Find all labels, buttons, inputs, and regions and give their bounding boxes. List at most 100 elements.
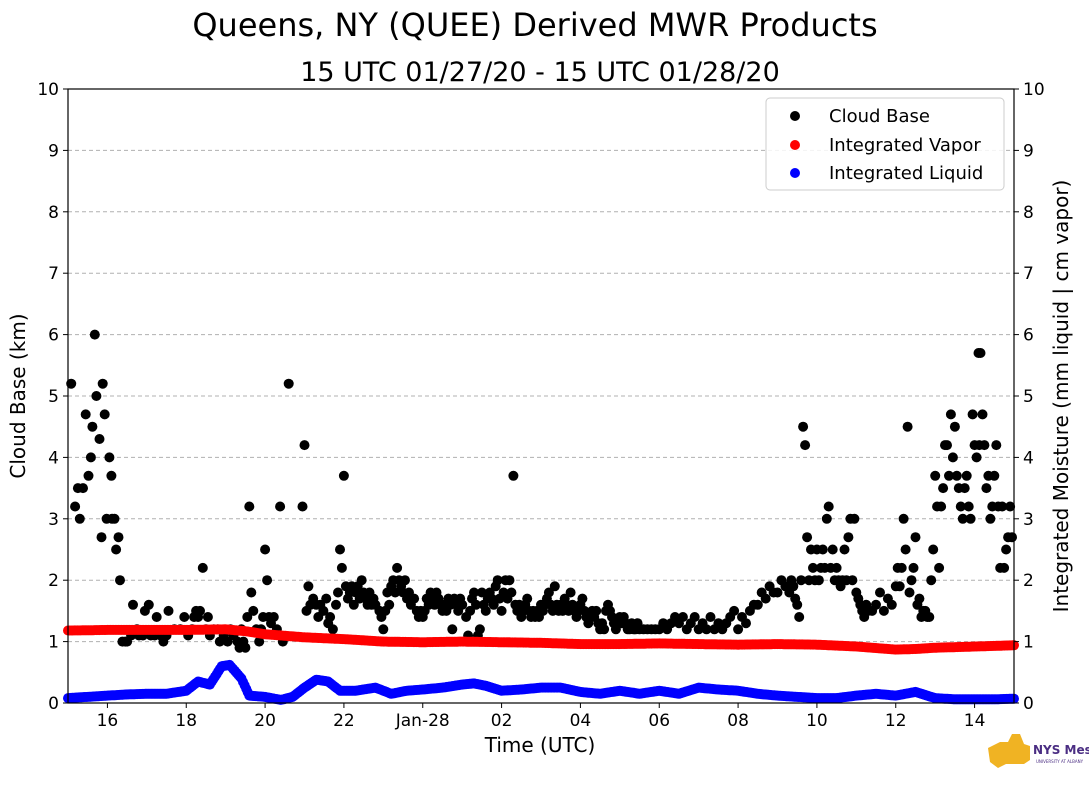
cloud-base-point <box>849 513 860 524</box>
cloud-base-point <box>106 470 117 481</box>
legend-label-integrated-liquid: Integrated Liquid <box>829 163 983 184</box>
cloud-base-point <box>202 612 213 622</box>
legend-label-integrated-vapor: Integrated Vapor <box>829 135 981 156</box>
cloud-base-point <box>471 599 481 610</box>
cloud-base-point <box>577 593 588 604</box>
cloud-base-point <box>817 544 828 555</box>
logo-text: NYS Mesonet <box>1033 743 1089 757</box>
cloud-base-point <box>303 581 314 592</box>
cloud-base-point <box>496 605 507 616</box>
cloud-base-point <box>260 544 271 555</box>
cloud-base-point <box>989 470 1000 481</box>
cloud-base-point <box>977 409 988 420</box>
cloud-base-point <box>896 562 907 573</box>
cloud-base-point <box>262 575 273 586</box>
y-tick-label: 2 <box>48 571 59 591</box>
cloud-base-point <box>1001 544 1012 555</box>
cloud-base-point <box>240 642 251 653</box>
cloud-base-point <box>900 544 911 555</box>
cloud-base-point <box>109 513 120 524</box>
cloud-base-point <box>794 612 805 622</box>
cloud-base-point <box>971 452 982 463</box>
logo-subtext: UNIVERSITY AT ALBANY <box>1036 759 1084 764</box>
cloud-base-point <box>951 470 962 481</box>
cloud-base-point <box>348 599 359 610</box>
y-right-tick-label: 8 <box>1023 203 1034 223</box>
cloud-base-point <box>959 483 970 494</box>
cloud-base-point <box>70 501 81 512</box>
cloud-base-point <box>936 501 947 512</box>
cloud-base-point <box>914 593 925 604</box>
cloud-base-point <box>522 593 533 604</box>
x-tick-label: 18 <box>175 711 197 731</box>
legend: Cloud Base Integrated Vapor Integrated L… <box>765 97 1005 191</box>
cloud-base-point <box>701 624 712 635</box>
cloud-base-point <box>318 605 329 616</box>
x-tick-label: 20 <box>254 711 276 731</box>
cloud-base-point <box>908 562 919 573</box>
cloud-base-point <box>543 587 554 598</box>
cloud-base-point <box>677 612 688 622</box>
cloud-base-point <box>549 581 560 592</box>
legend-marker-integrated-vapor <box>790 140 800 150</box>
y-tick-label: 7 <box>48 264 59 284</box>
legend-marker-integrated-liquid <box>790 168 800 178</box>
cloud-base-point <box>930 470 941 481</box>
cloud-base-point <box>492 575 503 586</box>
cloud-base-point <box>378 624 389 635</box>
cloud-base-point <box>942 440 952 451</box>
cloud-base-point <box>392 562 403 573</box>
cloud-base-point <box>299 440 310 451</box>
y-right-tick-label: 2 <box>1023 571 1034 591</box>
cloud-base-point <box>246 587 257 598</box>
cloud-base-point <box>599 624 610 635</box>
cloud-base-point <box>965 513 976 524</box>
cloud-base-point <box>831 562 842 573</box>
cloud-base-point <box>878 605 889 616</box>
cloud-base-point <box>999 562 1010 573</box>
cloud-base-point <box>474 624 485 635</box>
cloud-base-point <box>957 513 968 524</box>
cloud-base-point <box>871 599 881 610</box>
cloud-base-point <box>333 587 343 598</box>
cloud-base-point <box>902 421 913 432</box>
cloud-base-point <box>104 452 115 463</box>
cloud-base-point <box>705 612 716 622</box>
x-tick-label: 02 <box>491 711 513 731</box>
x-tick-label: 16 <box>97 711 119 731</box>
cloud-base-point <box>151 612 162 622</box>
cloud-base-point <box>297 501 308 512</box>
cloud-base-point <box>847 575 858 586</box>
legend-box <box>765 97 1005 191</box>
cloud-base-point <box>78 483 88 494</box>
new-york-state-icon <box>988 734 1030 768</box>
y-right-tick-label: 5 <box>1023 387 1034 407</box>
y-tick-label: 0 <box>48 694 59 714</box>
cloud-base-point <box>729 605 740 616</box>
cloud-base-point <box>985 513 996 524</box>
cloud-base-point <box>798 421 809 432</box>
cloud-base-point <box>242 612 253 622</box>
cloud-base-point <box>961 470 972 481</box>
cloud-base-point <box>591 605 602 616</box>
grid-lines <box>68 149 1014 643</box>
y-axis-label-right: Integrated Moisture (mm liquid | cm vapo… <box>1049 180 1073 613</box>
cloud-base-point <box>906 575 917 586</box>
cloud-base-point <box>689 612 700 622</box>
cloud-base-point <box>991 440 1002 451</box>
cloud-base-point <box>839 544 850 555</box>
cloud-base-point <box>99 409 110 420</box>
cloud-base-point <box>197 562 208 573</box>
y-tick-label: 8 <box>48 203 59 223</box>
cloud-base-point <box>796 575 807 586</box>
cloud-base-point <box>506 587 517 598</box>
x-axis-label: Time (UTC) <box>484 733 596 757</box>
cloud-base-point <box>792 599 803 610</box>
cloud-base-point <box>508 470 519 481</box>
y-tick-label: 6 <box>48 326 59 346</box>
cloud-base-point <box>772 587 783 598</box>
cloud-base-point <box>800 440 811 451</box>
cloud-base-point <box>488 599 499 610</box>
x-tick-label: 06 <box>648 711 670 731</box>
